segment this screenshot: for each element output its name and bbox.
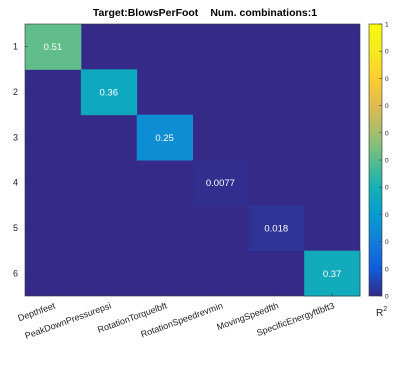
colorbar: 1 0 0 0 0 0 0 0 0 0 0 [368, 22, 389, 301]
cell-value-label: 0.51 [44, 42, 63, 53]
colorbar-tick-label: 0 [385, 158, 389, 165]
heatmap-cell [248, 205, 305, 252]
y-tick-label: 2 [13, 87, 18, 97]
colorbar-tick-label: 0 [385, 294, 389, 301]
heatmap-cell [25, 24, 82, 70]
x-axis: DepthfeetPeakDownPressurepsiRotationTorq… [17, 293, 336, 341]
title-combinations: Num. combinations:1 [210, 7, 317, 19]
heatmap-cell [304, 250, 361, 297]
y-tick-label: 1 [13, 42, 18, 52]
chart-title: Target:BlowsPerFoot Num. combinations:1 [93, 7, 317, 19]
colorbar-tick-label: 1 [385, 22, 389, 29]
heatmap-cell [192, 160, 249, 206]
colorbar-tick-label: 0 [385, 239, 389, 246]
y-tick-label: 5 [13, 223, 18, 233]
cell-value-label: 0.37 [323, 269, 342, 280]
colorbar-tick-label: 0 [385, 212, 389, 219]
cell-value-label: 0.0077 [206, 178, 235, 189]
y-axis: 1 2 3 4 5 6 [13, 42, 28, 278]
y-tick-label: 4 [13, 178, 18, 188]
title-target: Target:BlowsPerFoot [93, 7, 199, 19]
colorbar-tick-label: 0 [385, 130, 389, 137]
cell-value-label: 0.018 [264, 224, 288, 235]
x-tick-label: Depthfeet [17, 300, 58, 323]
colorbar-tick-label: 0 [385, 76, 389, 83]
colorbar-tick-label: 0 [385, 49, 389, 56]
y-tick-label: 3 [13, 132, 18, 142]
heatmap-cell [136, 114, 193, 161]
heatmap-cell [80, 69, 138, 116]
colorbar-label: R2 [376, 306, 387, 319]
plot-area: 0.51 0.36 0.25 0.0077 0.018 0.37 [24, 23, 361, 297]
cell-value-label: 0.25 [155, 133, 174, 144]
colorbar-tick-label: 0 [385, 185, 389, 192]
colorbar-tick-label: 0 [385, 103, 389, 110]
y-tick-label: 6 [13, 268, 18, 278]
plot-frame [24, 23, 361, 297]
colorbar-tick-label: 0 [385, 266, 389, 273]
cell-value-label: 0.36 [100, 88, 119, 99]
